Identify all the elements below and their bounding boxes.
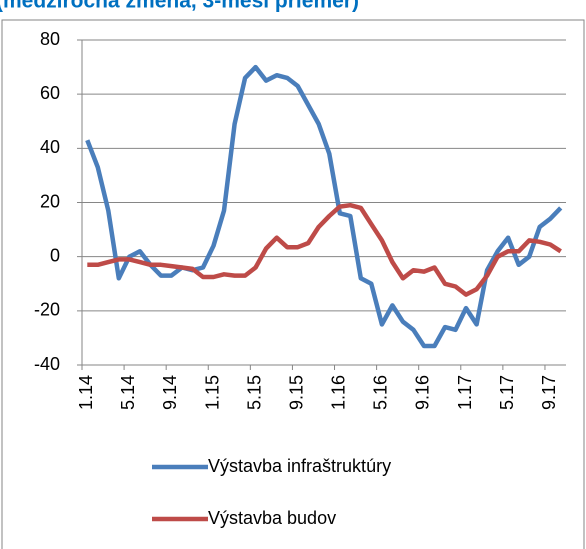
x-tick-label: 1.14: [76, 375, 96, 410]
x-tick-label: 1.17: [455, 375, 475, 410]
x-tick-label: 5.14: [118, 375, 138, 410]
y-tick-label: 80: [40, 29, 60, 49]
x-tick-label: 5.17: [497, 375, 517, 410]
y-tick-label: 0: [50, 245, 60, 265]
x-tick-label: 1.16: [329, 375, 349, 410]
x-tick-label: 9.16: [413, 375, 433, 410]
legend-label: Výstavba budov: [208, 508, 336, 528]
legend-label: Výstavba infraštruktúry: [208, 456, 391, 476]
y-tick-label: -20: [34, 300, 60, 320]
y-tick-label: 20: [40, 191, 60, 211]
x-tick-label: 5.15: [244, 375, 264, 410]
series-line: [87, 202, 562, 297]
y-tick-label: 60: [40, 83, 60, 103]
x-tick-label: 1.15: [202, 375, 222, 410]
x-tick-label: 9.17: [539, 375, 559, 410]
chart-frame: [1, 19, 585, 549]
x-tick-label: 5.16: [371, 375, 391, 410]
x-tick-label: 9.15: [286, 375, 306, 410]
series-line: [85, 64, 563, 349]
chart-title: (medziročná zmena, 3-mesi priemer): [0, 0, 359, 13]
x-tick-label: 9.14: [160, 375, 180, 410]
y-tick-label: -40: [34, 354, 60, 374]
y-tick-label: 40: [40, 137, 60, 157]
